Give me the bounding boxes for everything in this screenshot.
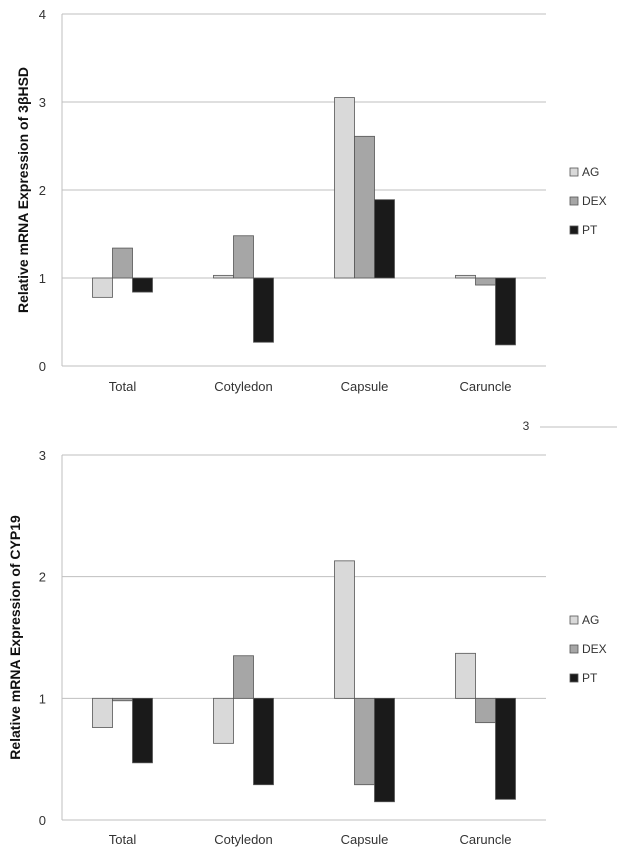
bar-dex-cotyledon	[233, 235, 254, 279]
bar-pt-total	[132, 697, 153, 764]
y-tick-label: 1	[39, 271, 46, 286]
legend-label-pt: PT	[582, 671, 598, 685]
y-axis-label: Relative mRNA Expression of CYP19	[7, 515, 23, 760]
y-tick-label: 1	[39, 691, 46, 706]
bar-pt-cotyledon	[253, 697, 274, 786]
x-tick-label: Cotyledon	[214, 832, 273, 847]
legend-swatch-pt	[569, 225, 579, 235]
legend-swatch-pt	[569, 673, 579, 683]
x-tick-label: Total	[109, 832, 137, 847]
bar-ag-total	[92, 277, 113, 298]
x-tick-label: Total	[109, 379, 137, 394]
legend-label-dex: DEX	[582, 642, 607, 656]
y-tick-label: 2	[39, 570, 46, 585]
chart-cyp19: 0 1 2 3 Total Cotyledon Capsule Caruncle Relativ…	[7, 448, 607, 847]
chart-3bhsd: 0 1 2 3 4 Total Cotyledon Capsule Caruncle Relati…	[15, 7, 607, 394]
y-tick-label: 4	[39, 7, 46, 22]
stray-tick-label: 3	[523, 419, 530, 433]
bar-ag-capsule	[334, 560, 355, 699]
bar-dex-capsule	[354, 135, 375, 279]
y-tick-label: 3	[39, 95, 46, 110]
legend-label-ag: AG	[582, 165, 599, 179]
y-tick-label: 0	[39, 813, 46, 828]
y-tick-label: 3	[39, 448, 46, 463]
y-axis-label: Relative mRNA Expression of 3βHSD	[15, 67, 31, 313]
bar-pt-caruncle	[495, 277, 516, 346]
bar-ag-cotyledon	[213, 697, 234, 744]
legend-swatch-ag	[569, 167, 579, 177]
x-tick-label: Capsule	[341, 379, 389, 394]
bar-dex-total	[112, 697, 133, 702]
legend-label-pt: PT	[582, 223, 598, 237]
legend-swatch-dex	[569, 196, 579, 206]
bar-dex-caruncle	[475, 697, 496, 724]
bar-pt-cotyledon	[253, 277, 274, 343]
legend-label-dex: DEX	[582, 194, 607, 208]
bar-ag-cotyledon	[213, 274, 234, 279]
bar-pt-caruncle	[495, 697, 516, 800]
y-tick-label: 2	[39, 183, 46, 198]
legend-swatch-dex	[569, 644, 579, 654]
bar-pt-capsule	[374, 697, 395, 803]
bar-dex-caruncle	[475, 277, 496, 286]
bar-dex-cotyledon	[233, 655, 254, 699]
x-tick-label: Caruncle	[459, 379, 511, 394]
legend-label-ag: AG	[582, 613, 599, 627]
bar-dex-capsule	[354, 697, 375, 786]
bar-pt-total	[132, 277, 153, 293]
bar-ag-caruncle	[455, 652, 476, 699]
legend-swatch-ag	[569, 615, 579, 625]
bar-ag-total	[92, 697, 113, 728]
bar-pt-capsule	[374, 199, 395, 279]
y-tick-label: 0	[39, 359, 46, 374]
bar-ag-capsule	[334, 97, 355, 279]
x-tick-label: Capsule	[341, 832, 389, 847]
stray-axis-fragment: 3	[523, 419, 617, 433]
x-tick-label: Caruncle	[459, 832, 511, 847]
x-tick-label: Cotyledon	[214, 379, 273, 394]
bar-ag-caruncle	[455, 274, 476, 279]
bar-dex-total	[112, 247, 133, 279]
